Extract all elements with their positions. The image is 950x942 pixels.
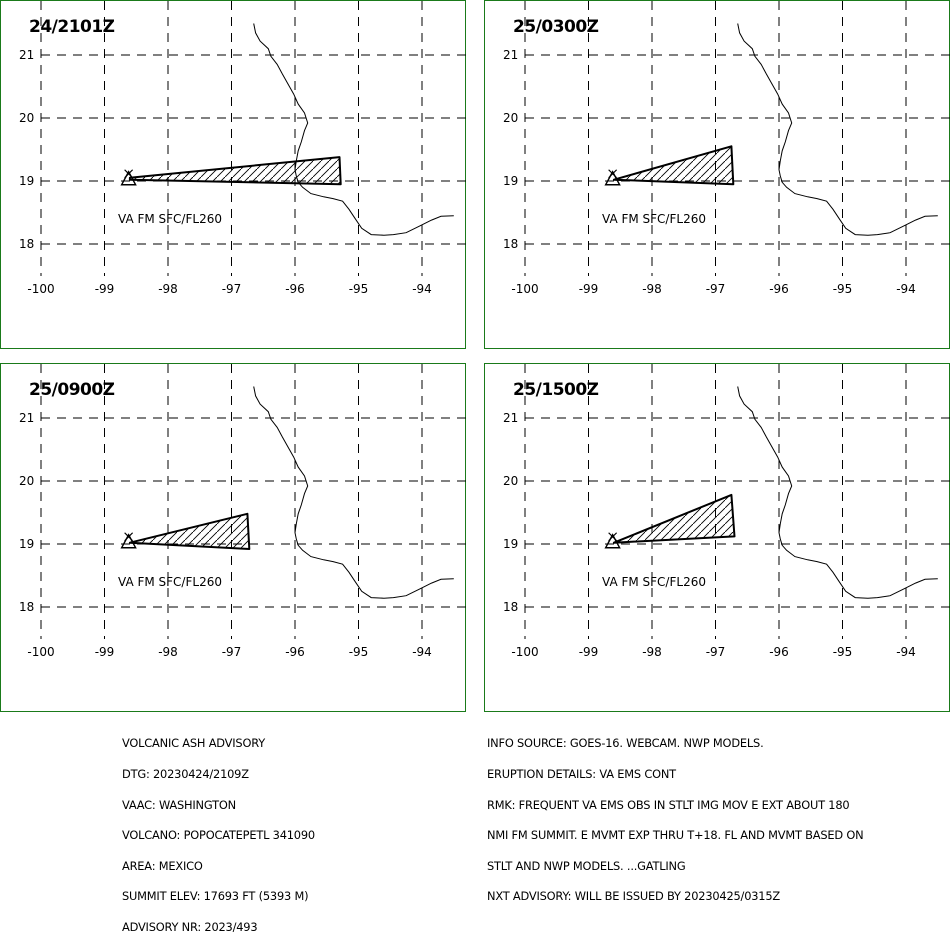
advisory-line: RMK: FREQUENT VA EMS OBS IN STLT IMG MOV…: [487, 797, 850, 812]
time-label: 25/0900Z: [29, 380, 115, 400]
lat-tick-label: 19: [19, 174, 34, 188]
lon-tick-label: -98: [158, 645, 178, 659]
lon-tick-label: -99: [95, 645, 115, 659]
lon-tick-label: -100: [27, 282, 54, 296]
ash-level-label: VA FM SFC/FL260: [602, 212, 706, 226]
lon-tick-label: -97: [706, 282, 726, 296]
lat-tick-label: 20: [19, 111, 34, 125]
lat-tick-label: 20: [503, 111, 518, 125]
advisory-line: ADVISORY NR: 2023/493: [122, 919, 258, 934]
volcano-marker: [604, 533, 621, 549]
advisory-line: ERUPTION DETAILS: VA EMS CONT: [487, 767, 676, 781]
advisory-line: SUMMIT ELEV: 17693 FT (5393 M): [122, 889, 309, 904]
lon-tick-label: -94: [412, 645, 432, 659]
volcano-marker: [120, 170, 137, 186]
advisory-line: AREA: MEXICO: [122, 858, 203, 873]
advisory-line: VOLCANIC ASH ADVISORY: [122, 736, 265, 751]
lon-tick-label: -94: [896, 282, 916, 296]
coastline: [253, 386, 454, 599]
map-panel-3: -100 -99 -98 -97 -96 -95 -94 21 20 19 18 VA FM SFC/…: [0, 363, 467, 712]
advisory-line: STLT AND NWP MODELS. ...GATLING: [487, 858, 686, 873]
advisory-line: INFO SOURCE: GOES-16. WEBCAM. NWP MODELS…: [487, 736, 764, 751]
map-svg: -100 -99 -98 -97 -96 -95 -94 21 20 19 18 VA FM SFC/…: [503, 364, 950, 659]
lat-tick-label: 19: [503, 537, 518, 551]
lat-tick-label: 19: [19, 537, 34, 551]
lon-tick-label: -97: [706, 645, 726, 659]
lon-tick-label: -97: [222, 282, 242, 296]
lon-tick-label: -94: [412, 282, 432, 296]
lat-tick-label: 18: [19, 237, 34, 251]
lon-tick-label: -94: [896, 645, 916, 659]
lat-tick-label: 20: [19, 474, 34, 488]
lon-tick-label: -96: [285, 282, 305, 296]
lat-tick-label: 18: [503, 237, 518, 251]
lon-tick-label: -95: [833, 645, 853, 659]
advisory-line: NXT ADVISORY: WILL BE ISSUED BY 20230425…: [487, 889, 780, 904]
map-svg: -100 -99 -98 -97 -96 -95 -94 21 20 19 18 VA FM SFC/…: [19, 364, 467, 659]
lat-tick-label: 18: [503, 600, 518, 614]
volcano-star: [608, 532, 618, 542]
lat-tick-label: 21: [503, 411, 518, 425]
ash-cloud-polygon: [128, 156, 342, 186]
advisory-line: NMI FM SUMMIT. E MVMT EXP THRU T+18. FL …: [487, 828, 864, 843]
ash-cloud-polygon: [612, 145, 735, 186]
time-label: 25/0300Z: [513, 17, 599, 37]
lon-tick-label: -100: [511, 282, 538, 296]
advisory-info-right: INFO SOURCE: GOES-16. WEBCAM. NWP MODELS…: [487, 718, 864, 912]
time-label: 25/1500Z: [513, 380, 599, 400]
coastline: [737, 386, 938, 599]
lon-tick-label: -95: [833, 282, 853, 296]
lon-tick-label: -95: [349, 282, 369, 296]
lon-tick-label: -98: [642, 282, 662, 296]
lon-tick-label: -96: [285, 645, 305, 659]
lon-tick-label: -98: [642, 645, 662, 659]
advisory-line: VAAC: WASHINGTON: [122, 797, 236, 812]
coastline: [737, 23, 938, 236]
ash-cloud-polygon: [128, 512, 251, 550]
ash-level-label: VA FM SFC/FL260: [602, 575, 706, 589]
lat-tick-label: 19: [503, 174, 518, 188]
map-svg: -100 -99 -98 -97 -96 -95 -94 21 20 19 18 VA FM SFC/…: [503, 1, 950, 296]
lon-tick-label: -98: [158, 282, 178, 296]
time-label: 24/2101Z: [29, 17, 115, 37]
map-panel-2: -100 -99 -98 -97 -96 -95 -94 21 20 19 18 VA FM SFC/…: [484, 0, 950, 349]
advisory-line: VOLCANO: POPOCATEPETL 341090: [122, 828, 315, 843]
lon-tick-label: -95: [349, 645, 369, 659]
lon-tick-label: -96: [769, 282, 789, 296]
ash-level-label: VA FM SFC/FL260: [118, 212, 222, 226]
advisory-info-left: VOLCANIC ASH ADVISORY DTG: 20230424/2109…: [122, 718, 315, 942]
lon-tick-label: -99: [579, 282, 599, 296]
lon-tick-label: -99: [579, 645, 599, 659]
lat-tick-label: 18: [19, 600, 34, 614]
map-panel-1: -100 -99 -98 -97 -96 -95 -94 21 20 19 18 VA FM SFC/…: [0, 0, 467, 349]
ash-cloud-polygon: [612, 493, 736, 544]
volcano-star: [124, 169, 134, 179]
lon-tick-label: -100: [511, 645, 538, 659]
lon-tick-label: -100: [27, 645, 54, 659]
lon-tick-label: -99: [95, 282, 115, 296]
lat-tick-label: 21: [19, 411, 34, 425]
lon-tick-label: -96: [769, 645, 789, 659]
lat-tick-label: 21: [19, 48, 34, 62]
lat-tick-label: 21: [503, 48, 518, 62]
volcano-star: [124, 532, 134, 542]
volcano-star: [608, 169, 618, 179]
volcano-marker: [604, 170, 621, 186]
lon-tick-label: -97: [222, 645, 242, 659]
ash-level-label: VA FM SFC/FL260: [118, 575, 222, 589]
lat-tick-label: 20: [503, 474, 518, 488]
map-panel-4: -100 -99 -98 -97 -96 -95 -94 21 20 19 18 VA FM SFC/…: [484, 363, 950, 712]
volcano-marker: [120, 533, 137, 549]
advisory-line: DTG: 20230424/2109Z: [122, 767, 249, 781]
map-svg: -100 -99 -98 -97 -96 -95 -94 21 20 19 18 VA FM SFC/…: [19, 1, 467, 296]
